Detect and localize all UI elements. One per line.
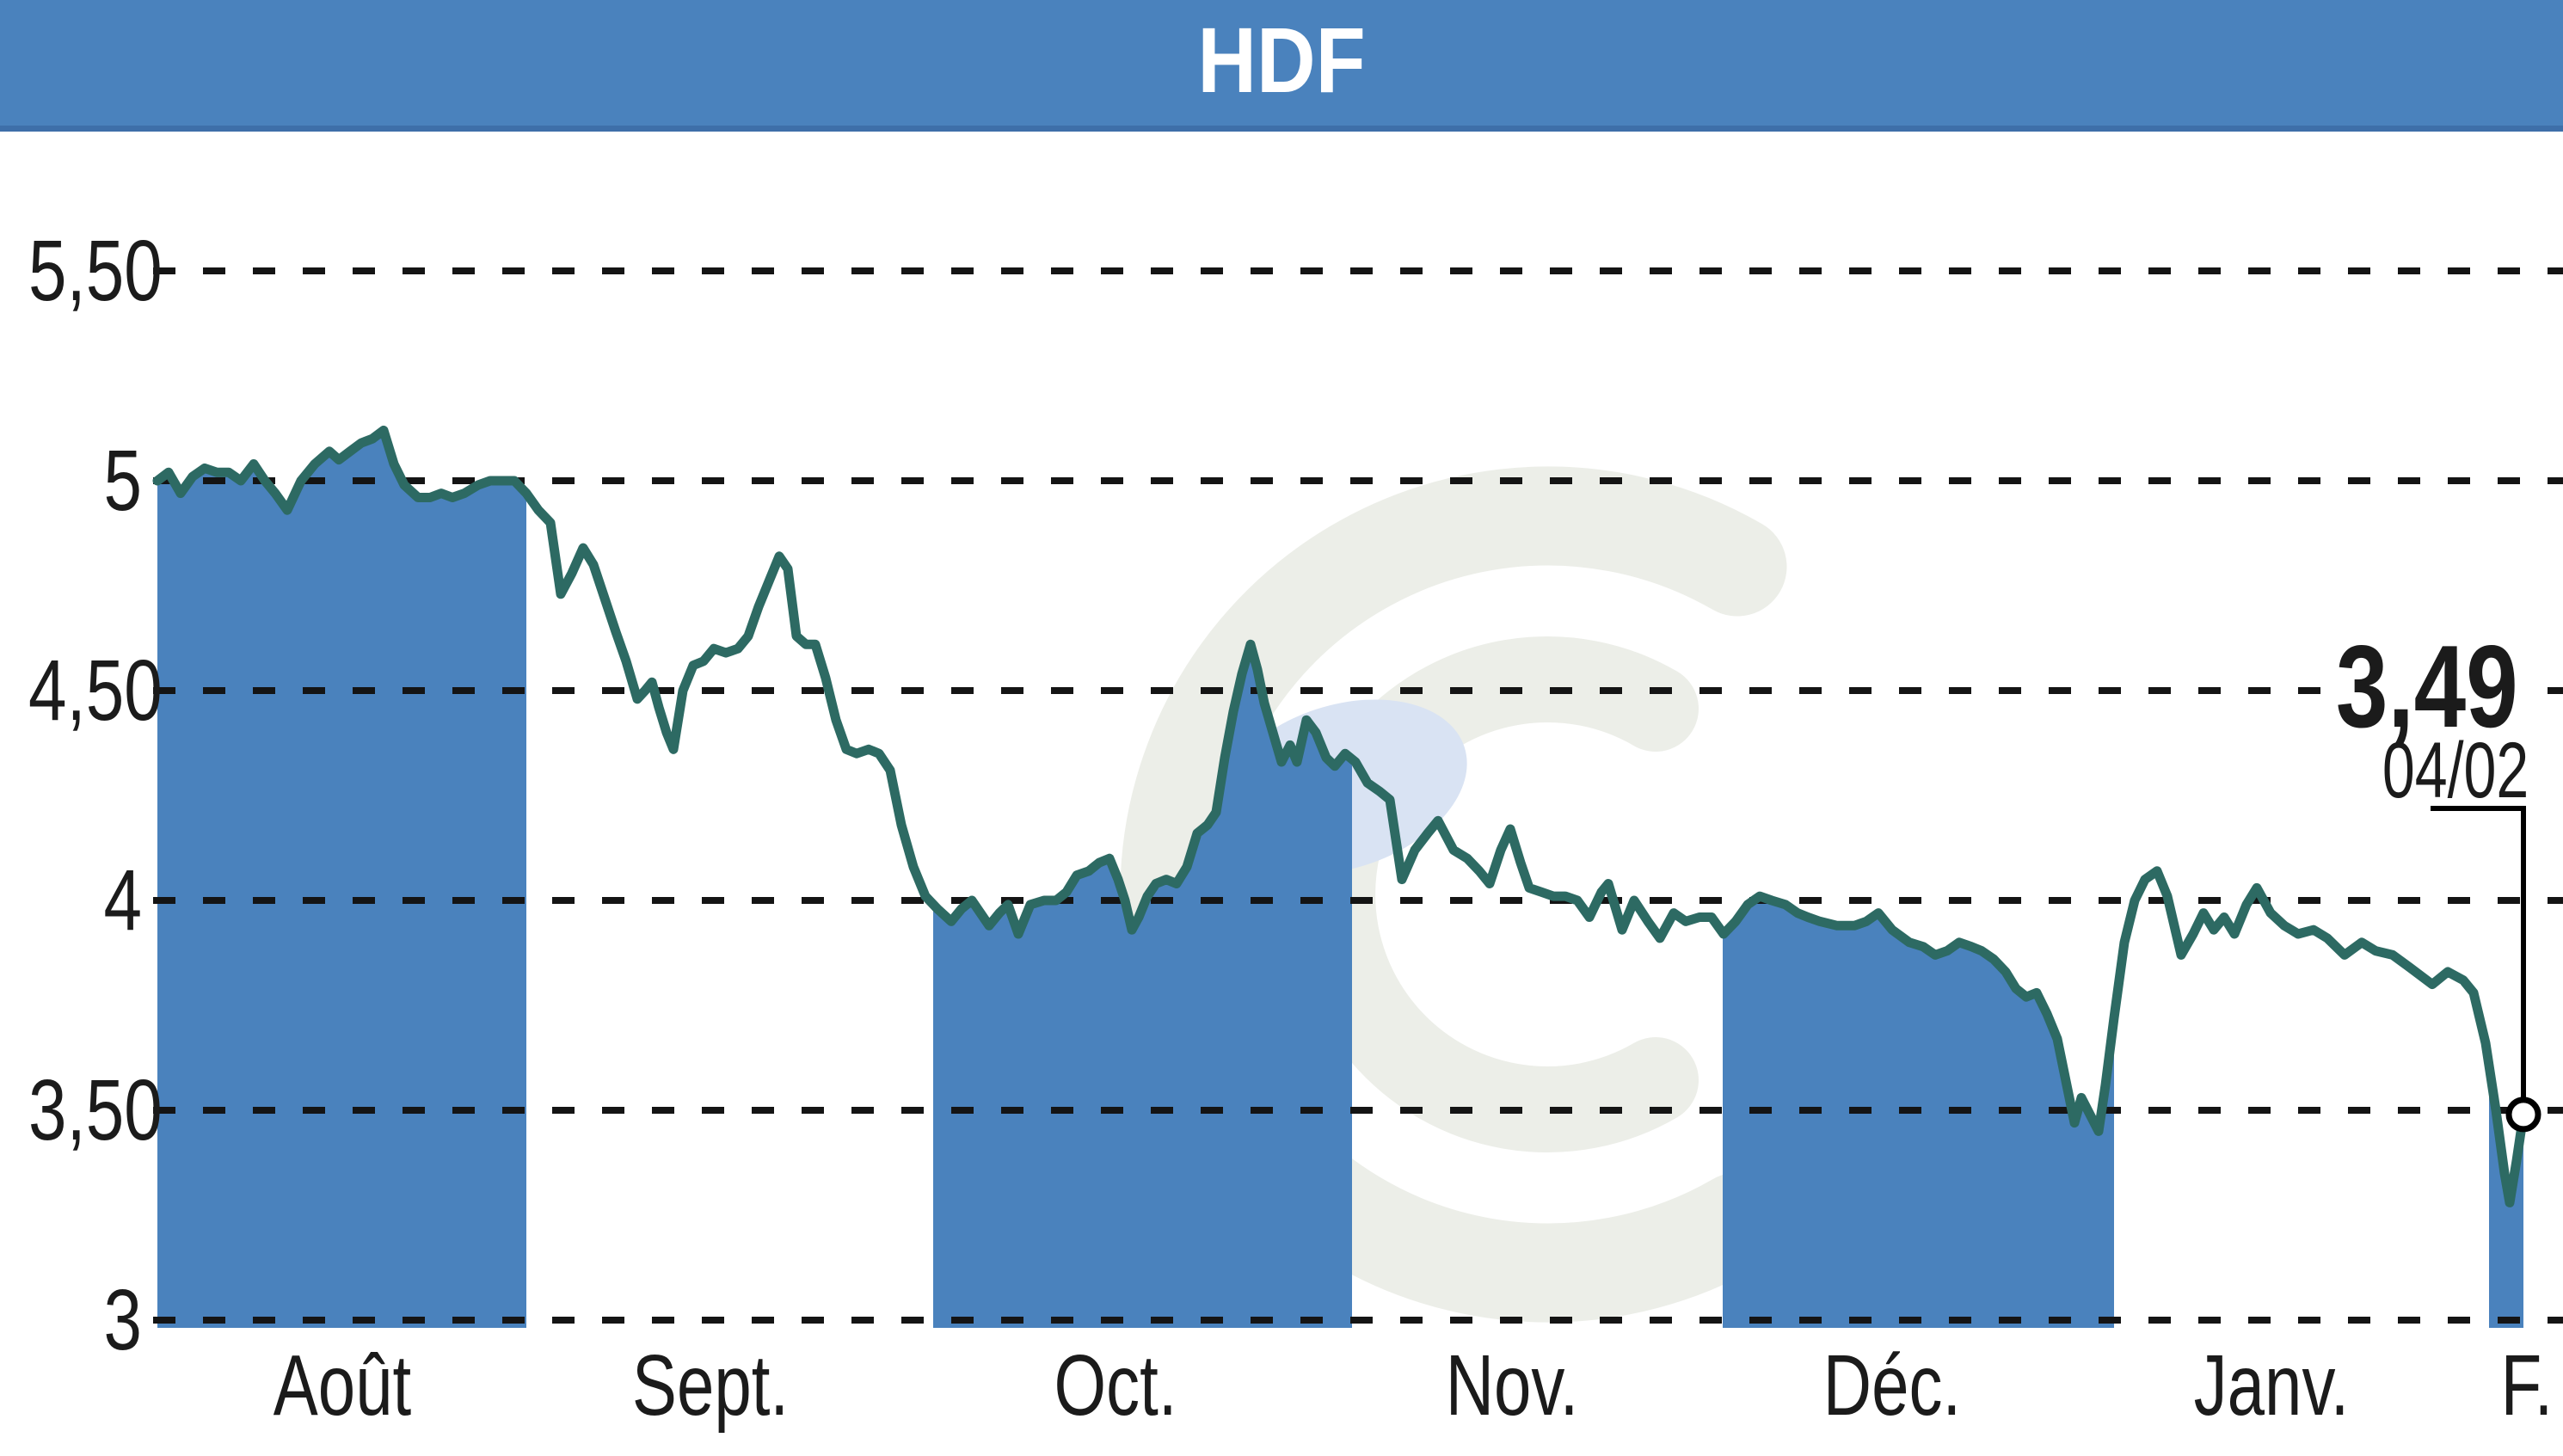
y-axis-label: 4,50: [28, 642, 163, 739]
last-date-label: 04/02: [2382, 727, 2529, 814]
title-bar: HDF: [0, 0, 2563, 132]
last-price-label: 3,49: [2329, 626, 2525, 746]
last-price-connector: [2431, 806, 2541, 1133]
y-axis-label: 3: [103, 1272, 143, 1368]
x-axis-label-august: Août: [273, 1337, 412, 1434]
x-axis-label-february: F.: [2500, 1337, 2554, 1434]
y-axis-label: 5,50: [28, 223, 163, 319]
x-axis-label-january: Janv.: [2193, 1337, 2350, 1434]
x-axis-label-december: Déc.: [1822, 1337, 1962, 1434]
price-line: [152, 425, 2529, 1207]
gridlines: [153, 267, 2563, 1324]
x-axis-label-september: Sept.: [631, 1337, 790, 1434]
y-axis-label: 5: [103, 433, 143, 529]
y-axis-label: 3,50: [28, 1062, 163, 1158]
x-axis-label-october: Oct.: [1054, 1337, 1177, 1434]
x-axis-label-november: Nov.: [1445, 1337, 1579, 1434]
y-axis-label: 4: [103, 852, 143, 949]
page-title: HDF: [1197, 8, 1366, 112]
